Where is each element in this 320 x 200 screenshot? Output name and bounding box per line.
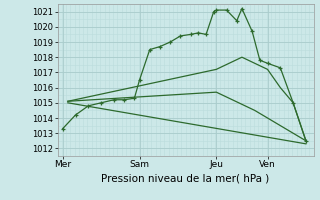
X-axis label: Pression niveau de la mer( hPa ): Pression niveau de la mer( hPa ) <box>101 173 270 183</box>
